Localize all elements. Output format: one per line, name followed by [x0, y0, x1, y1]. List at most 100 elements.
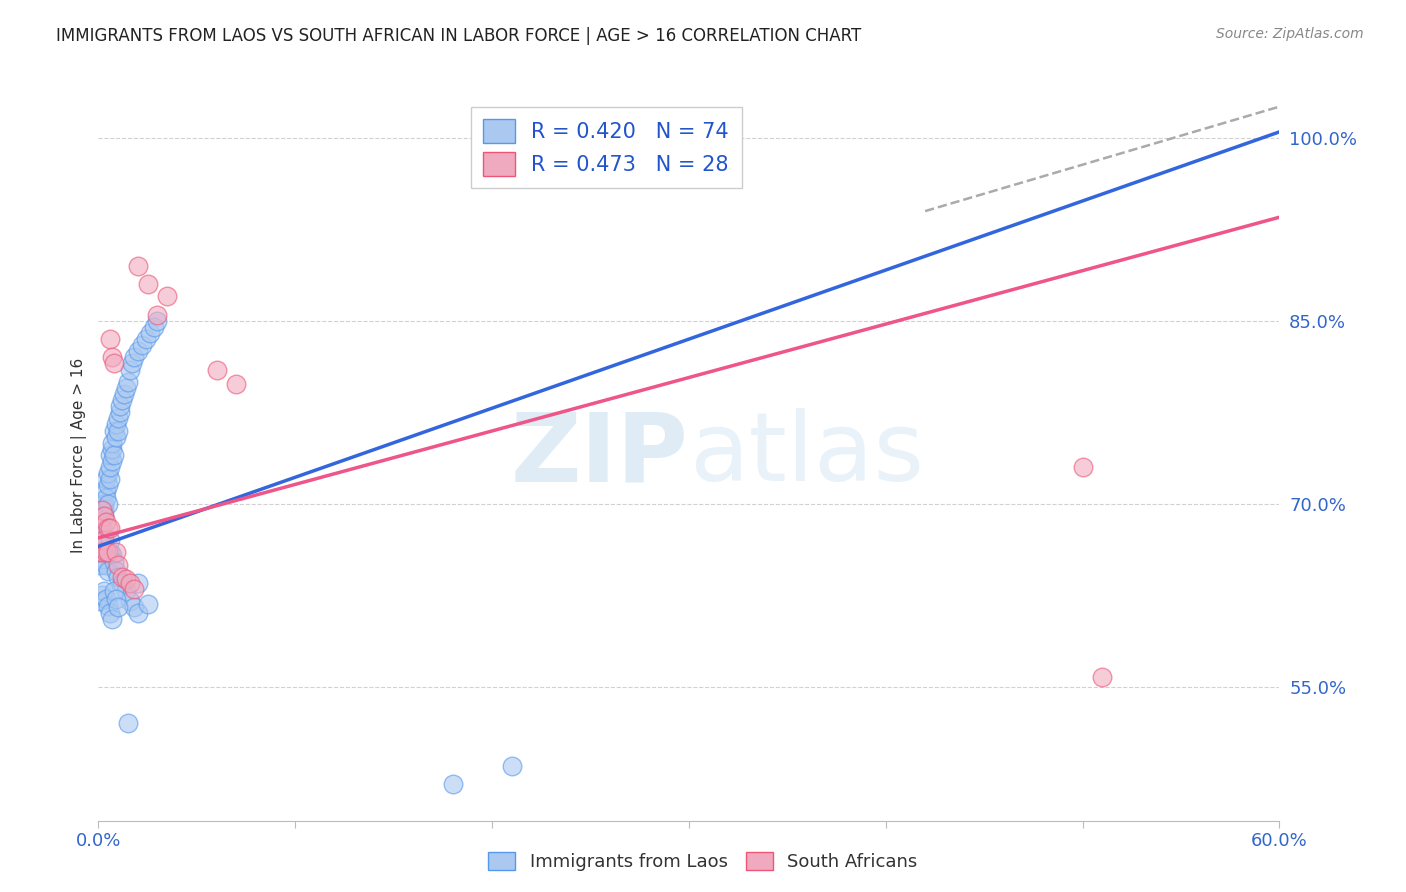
Point	[93, 551, 115, 566]
Point	[103, 356, 125, 371]
Point	[97, 599, 120, 613]
Point	[127, 344, 149, 359]
Point	[105, 545, 128, 559]
Point	[156, 289, 179, 303]
Point	[107, 600, 129, 615]
Point	[225, 377, 247, 392]
Point	[1091, 670, 1114, 684]
Point	[93, 508, 115, 523]
Point	[103, 584, 125, 599]
Legend: R = 0.420   N = 74, R = 0.473   N = 28: R = 0.420 N = 74, R = 0.473 N = 28	[471, 107, 741, 188]
Point	[107, 570, 129, 584]
Point	[98, 448, 121, 462]
Point	[105, 417, 128, 432]
Point	[122, 582, 145, 596]
Point	[97, 545, 120, 559]
Point	[108, 399, 131, 413]
Point	[89, 545, 111, 559]
Point	[103, 448, 125, 462]
Point	[96, 558, 118, 572]
Point	[98, 460, 121, 475]
Point	[127, 259, 149, 273]
Point	[136, 277, 159, 292]
Point	[501, 758, 523, 772]
Text: Source: ZipAtlas.com: Source: ZipAtlas.com	[1216, 27, 1364, 41]
Point	[98, 332, 121, 346]
Point	[101, 548, 124, 562]
Point	[136, 597, 159, 611]
Point	[205, 362, 228, 376]
Y-axis label: In Labor Force | Age > 16: In Labor Force | Age > 16	[72, 358, 87, 552]
Point	[91, 533, 114, 548]
Point	[111, 570, 134, 584]
Point	[89, 558, 111, 572]
Point	[91, 497, 114, 511]
Point	[117, 375, 139, 389]
Point	[96, 472, 118, 486]
Point	[89, 515, 111, 529]
Legend: Immigrants from Laos, South Africans: Immigrants from Laos, South Africans	[481, 845, 925, 879]
Point	[121, 356, 143, 371]
Point	[91, 521, 114, 535]
Point	[115, 572, 138, 586]
Point	[441, 777, 464, 791]
Point	[127, 607, 149, 621]
Point	[103, 424, 125, 438]
Text: ZIP: ZIP	[510, 409, 689, 501]
Point	[107, 411, 129, 425]
Point	[96, 484, 118, 499]
Point	[97, 497, 120, 511]
Point	[89, 503, 111, 517]
Point	[98, 533, 121, 548]
Point	[118, 576, 141, 591]
Point	[93, 497, 115, 511]
Point	[107, 424, 129, 438]
Point	[105, 564, 128, 578]
Point	[142, 320, 165, 334]
Point	[96, 491, 118, 505]
Point	[122, 600, 145, 615]
Point	[135, 332, 157, 346]
Point	[118, 362, 141, 376]
Point	[101, 351, 124, 365]
Point	[93, 584, 115, 599]
Point	[101, 454, 124, 468]
Point	[96, 515, 118, 529]
Point	[97, 564, 120, 578]
Point	[91, 545, 114, 559]
Point	[97, 521, 120, 535]
Point	[115, 381, 138, 395]
Point	[89, 521, 111, 535]
Point	[98, 472, 121, 486]
Point	[96, 545, 118, 559]
Point	[91, 503, 114, 517]
Point	[96, 591, 118, 606]
Point	[111, 393, 134, 408]
Point	[111, 576, 134, 591]
Point	[93, 533, 115, 548]
Point	[93, 539, 115, 553]
Point	[117, 716, 139, 731]
Point	[98, 521, 121, 535]
Point	[138, 326, 160, 340]
Point	[93, 503, 115, 517]
Point	[146, 308, 169, 322]
Point	[101, 613, 124, 627]
Point	[131, 338, 153, 352]
Point	[146, 314, 169, 328]
Point	[112, 387, 135, 401]
Point	[93, 508, 115, 523]
Point	[105, 430, 128, 444]
Point	[115, 584, 138, 599]
Point	[91, 588, 114, 602]
Point	[96, 545, 118, 559]
Point	[98, 607, 121, 621]
Point	[127, 576, 149, 591]
Point	[91, 545, 114, 559]
Point	[101, 442, 124, 456]
Point	[103, 555, 125, 569]
Point	[89, 594, 111, 608]
Text: IMMIGRANTS FROM LAOS VS SOUTH AFRICAN IN LABOR FORCE | AGE > 16 CORRELATION CHAR: IMMIGRANTS FROM LAOS VS SOUTH AFRICAN IN…	[56, 27, 862, 45]
Point	[98, 545, 121, 559]
Point	[118, 594, 141, 608]
